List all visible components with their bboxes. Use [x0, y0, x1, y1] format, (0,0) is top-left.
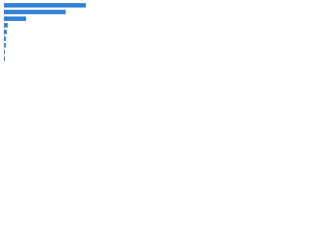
chart: [3, 2, 86, 62]
bar: [4, 3, 86, 8]
bar: [4, 36, 6, 41]
page: {"chart_data": {"type": "bar", "orientat…: [0, 0, 100, 71]
bar: [4, 49, 5, 55]
bar: [4, 9, 66, 15]
bar: [4, 43, 6, 48]
bar: [4, 16, 27, 21]
bar: [4, 23, 8, 28]
bar: [4, 29, 7, 35]
bar: [4, 56, 5, 61]
